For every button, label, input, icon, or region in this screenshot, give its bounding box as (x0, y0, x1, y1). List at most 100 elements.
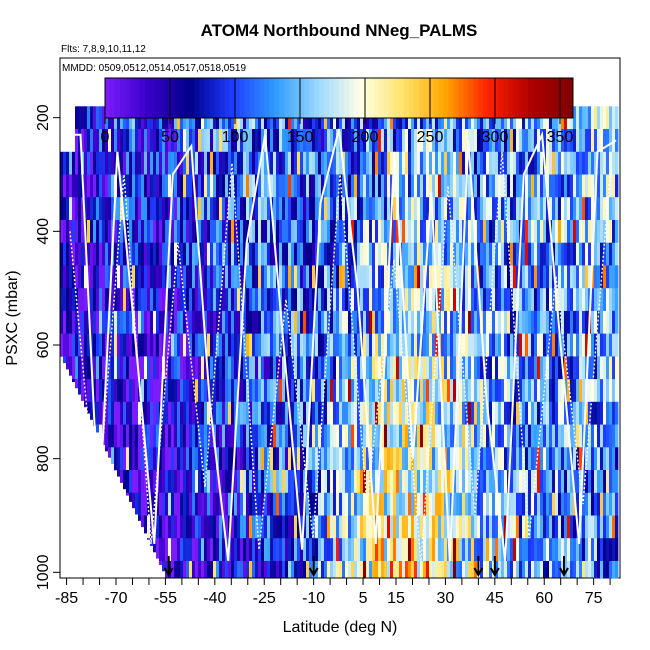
heatmap-cell (180, 129, 184, 153)
heatmap-cell (198, 538, 202, 562)
heatmap-cell (276, 492, 280, 516)
heatmap-cell (537, 151, 541, 175)
heatmap-cell (282, 220, 286, 244)
heatmap-cell (438, 151, 442, 175)
heatmap-cell (201, 333, 205, 357)
heatmap-cell (180, 288, 184, 312)
heatmap-cell (231, 197, 235, 221)
heatmap-cell (261, 401, 265, 425)
heatmap-cell (579, 470, 583, 494)
heatmap-cell (609, 447, 613, 471)
heatmap-cell (150, 265, 154, 289)
heatmap-cell (432, 515, 436, 539)
heatmap-cell (582, 492, 586, 516)
heatmap-cell (234, 356, 238, 380)
heatmap-cell (375, 220, 379, 244)
heatmap-cell (198, 288, 202, 312)
heatmap-cell (258, 265, 262, 289)
heatmap-cell (90, 197, 94, 221)
heatmap-cell (318, 424, 322, 448)
heatmap-cell (165, 379, 169, 403)
heatmap-cell (405, 129, 409, 153)
heatmap-cell (120, 310, 124, 334)
heatmap-cell (210, 265, 214, 289)
heatmap-cell (195, 242, 199, 266)
heatmap-cell (270, 333, 274, 357)
heatmap-cell (543, 310, 547, 334)
heatmap-cell (150, 129, 154, 153)
heatmap-cell (555, 561, 559, 579)
heatmap-cell (561, 129, 565, 153)
heatmap-cell (297, 447, 301, 471)
heatmap-cell (330, 424, 334, 448)
heatmap-cell (174, 515, 178, 539)
colorbar-segment (413, 78, 420, 118)
heatmap-cell (513, 538, 517, 562)
heatmap-cell (114, 220, 118, 244)
heatmap-cell (357, 242, 361, 266)
heatmap-cell (609, 106, 613, 130)
heatmap-cell (480, 174, 484, 198)
heatmap-cell (138, 515, 142, 521)
heatmap-cell (480, 538, 484, 562)
heatmap-cell (192, 447, 196, 471)
heatmap-cell (405, 242, 409, 266)
heatmap-cell (204, 288, 208, 312)
heatmap-cell (195, 288, 199, 312)
heatmap-cell (390, 151, 394, 175)
heatmap-cell (306, 151, 310, 175)
heatmap-cell (150, 356, 154, 380)
heatmap-cell (471, 561, 475, 579)
heatmap-cell (483, 470, 487, 494)
heatmap-cell (606, 538, 610, 562)
heatmap-cell (162, 379, 166, 403)
heatmap-cell (264, 174, 268, 198)
heatmap-cell (489, 538, 493, 562)
heatmap-cell (537, 538, 541, 562)
heatmap-cell (309, 197, 313, 221)
heatmap-cell (69, 174, 73, 198)
heatmap-cell (432, 356, 436, 380)
heatmap-cell (522, 333, 526, 357)
heatmap-cell (510, 356, 514, 380)
heatmap-cell (390, 242, 394, 266)
heatmap-cell (522, 515, 526, 539)
heatmap-cell (594, 470, 598, 494)
heatmap-cell (138, 492, 142, 516)
heatmap-cell (261, 265, 265, 289)
heatmap-cell (540, 174, 544, 198)
heatmap-cell (258, 538, 262, 562)
heatmap-cell (402, 174, 406, 198)
heatmap-cell (228, 310, 232, 334)
heatmap-cell (216, 151, 220, 175)
heatmap-cell (213, 492, 217, 516)
heatmap-cell (603, 197, 607, 221)
heatmap-cell (462, 447, 466, 471)
colorbar-segment (348, 78, 355, 118)
heatmap-cell (123, 424, 127, 448)
heatmap-cell (246, 561, 250, 579)
heatmap-cell (195, 151, 199, 175)
heatmap-cell (135, 356, 139, 380)
heatmap-cell (477, 401, 481, 425)
heatmap-cell (582, 561, 586, 579)
heatmap-cell (150, 310, 154, 334)
heatmap-cell (249, 470, 253, 494)
heatmap-cell (444, 492, 448, 516)
heatmap-cell (279, 151, 283, 175)
heatmap-cell (384, 492, 388, 516)
heatmap-cell (120, 379, 124, 403)
heatmap-cell (132, 492, 136, 509)
heatmap-cell (384, 447, 388, 471)
heatmap-cell (210, 310, 214, 334)
heatmap-cell (342, 538, 346, 562)
heatmap-cell (606, 515, 610, 539)
heatmap-cell (561, 561, 565, 579)
heatmap-cell (609, 151, 613, 175)
heatmap-cell (213, 242, 217, 266)
heatmap-cell (504, 515, 508, 539)
heatmap-cell (213, 401, 217, 425)
heatmap-cell (474, 515, 478, 539)
heatmap-cell (468, 242, 472, 266)
